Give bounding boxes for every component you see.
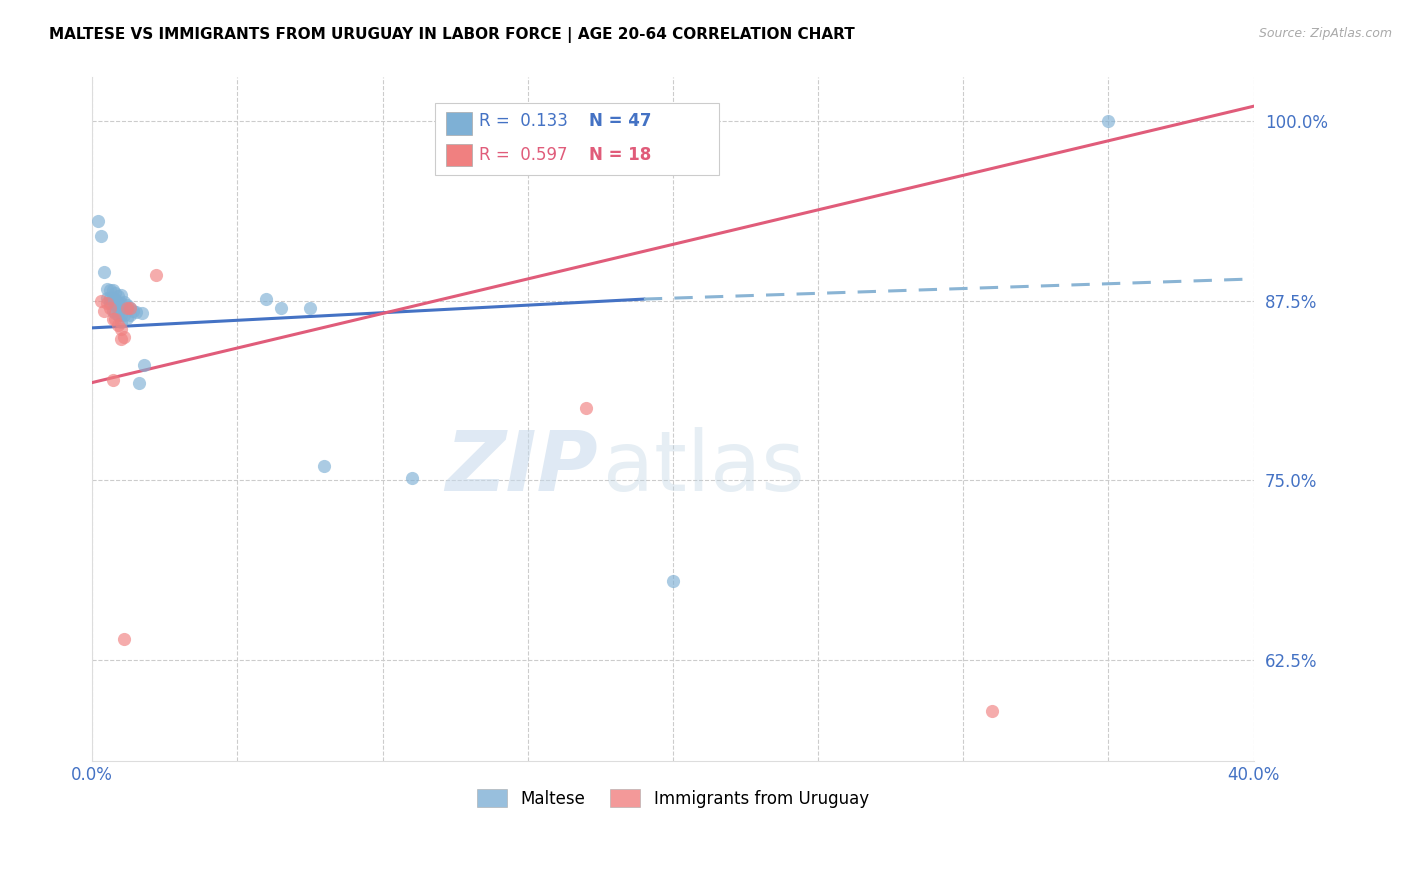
Point bbox=[145, 268, 167, 282]
Point bbox=[101, 312, 124, 326]
Point bbox=[101, 291, 124, 305]
Point bbox=[104, 306, 127, 320]
Point bbox=[98, 291, 121, 305]
Text: N = 47: N = 47 bbox=[589, 112, 652, 130]
Point bbox=[110, 315, 132, 329]
Point bbox=[110, 301, 132, 315]
Point bbox=[96, 291, 118, 305]
Point bbox=[115, 301, 138, 315]
Point bbox=[134, 359, 156, 373]
Point bbox=[104, 298, 127, 312]
Point bbox=[107, 308, 129, 322]
Point bbox=[101, 296, 124, 310]
Point bbox=[104, 312, 127, 326]
Legend: Maltese, Immigrants from Uruguay: Maltese, Immigrants from Uruguay bbox=[471, 783, 876, 814]
Point bbox=[87, 214, 110, 228]
Point bbox=[1097, 113, 1119, 128]
Point bbox=[90, 293, 112, 308]
Point bbox=[112, 308, 135, 322]
Point bbox=[131, 306, 153, 320]
Point bbox=[96, 296, 118, 310]
Point bbox=[96, 282, 118, 296]
Text: MALTESE VS IMMIGRANTS FROM URUGUAY IN LABOR FORCE | AGE 20-64 CORRELATION CHART: MALTESE VS IMMIGRANTS FROM URUGUAY IN LA… bbox=[49, 27, 855, 43]
FancyBboxPatch shape bbox=[447, 144, 472, 166]
Point bbox=[98, 296, 121, 310]
FancyBboxPatch shape bbox=[447, 112, 472, 135]
Point bbox=[662, 574, 685, 589]
Point bbox=[110, 332, 132, 346]
Point bbox=[112, 295, 135, 310]
Text: Source: ZipAtlas.com: Source: ZipAtlas.com bbox=[1258, 27, 1392, 40]
Point bbox=[110, 308, 132, 322]
Point bbox=[254, 292, 277, 306]
Point bbox=[110, 287, 132, 301]
Point bbox=[401, 470, 423, 484]
Point bbox=[90, 228, 112, 243]
Point bbox=[104, 292, 127, 306]
Point bbox=[981, 704, 1004, 718]
Text: N = 18: N = 18 bbox=[589, 146, 651, 164]
Point bbox=[93, 303, 115, 318]
Point bbox=[98, 301, 121, 315]
Point bbox=[115, 310, 138, 325]
Text: atlas: atlas bbox=[603, 426, 806, 508]
FancyBboxPatch shape bbox=[434, 103, 720, 175]
Point bbox=[110, 322, 132, 336]
Point bbox=[125, 305, 148, 319]
Point bbox=[107, 296, 129, 310]
Point bbox=[118, 301, 141, 315]
Point bbox=[118, 301, 141, 315]
Point bbox=[575, 401, 598, 416]
Point bbox=[107, 318, 129, 332]
Point bbox=[314, 458, 336, 473]
Point bbox=[101, 373, 124, 387]
Point bbox=[112, 632, 135, 646]
Point bbox=[121, 303, 143, 318]
Point bbox=[118, 308, 141, 322]
Y-axis label: In Labor Force | Age 20-64: In Labor Force | Age 20-64 bbox=[0, 310, 8, 529]
Point bbox=[298, 301, 321, 315]
Point bbox=[110, 296, 132, 310]
Point bbox=[128, 376, 150, 390]
Text: R =  0.597: R = 0.597 bbox=[479, 146, 568, 164]
Text: ZIP: ZIP bbox=[444, 426, 598, 508]
Text: R =  0.133: R = 0.133 bbox=[479, 112, 568, 130]
Point bbox=[101, 303, 124, 318]
Point bbox=[104, 286, 127, 301]
Point bbox=[270, 301, 292, 315]
Point bbox=[98, 284, 121, 298]
Point bbox=[107, 289, 129, 303]
Point bbox=[93, 265, 115, 279]
Point bbox=[115, 298, 138, 312]
Point bbox=[101, 284, 124, 298]
Point bbox=[112, 329, 135, 343]
